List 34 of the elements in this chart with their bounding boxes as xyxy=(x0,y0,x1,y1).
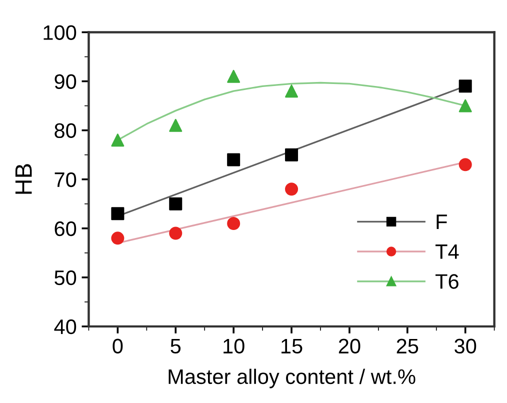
legend-label: T4 xyxy=(436,244,459,259)
y-tick-label: 100 xyxy=(44,25,76,40)
y-tick-label: 40 xyxy=(54,319,76,334)
x-tick-label: 10 xyxy=(224,338,244,354)
point xyxy=(169,197,182,210)
point xyxy=(111,207,124,220)
x-tick-label: 30 xyxy=(454,338,476,354)
legend-label: T6 xyxy=(436,274,458,289)
y-tick-label: 70 xyxy=(54,172,76,188)
x-tick-label: 0 xyxy=(112,338,123,354)
point xyxy=(111,134,124,147)
legend-label: F xyxy=(436,214,447,229)
x-tick-label: 20 xyxy=(338,338,360,354)
y-tick-label: 60 xyxy=(54,221,76,236)
point xyxy=(458,99,472,112)
point xyxy=(227,153,240,166)
point xyxy=(285,148,298,162)
x-tick-label: 15 xyxy=(282,339,302,354)
point xyxy=(285,182,298,196)
point xyxy=(285,84,298,98)
point xyxy=(227,216,240,230)
y-axis-title: HB xyxy=(15,164,32,194)
y-tick-label: 90 xyxy=(54,74,76,90)
point xyxy=(227,70,240,83)
y-tick-label: 80 xyxy=(54,123,76,138)
y-tick-label: 50 xyxy=(54,270,76,286)
x-tick-label: 25 xyxy=(396,338,418,354)
point xyxy=(458,158,472,172)
point xyxy=(169,226,182,240)
x-tick-label: 5 xyxy=(170,339,181,354)
point xyxy=(169,118,182,132)
x-axis-title: Master alloy content / wt.% xyxy=(168,368,416,388)
point xyxy=(111,232,124,245)
point xyxy=(458,80,472,93)
